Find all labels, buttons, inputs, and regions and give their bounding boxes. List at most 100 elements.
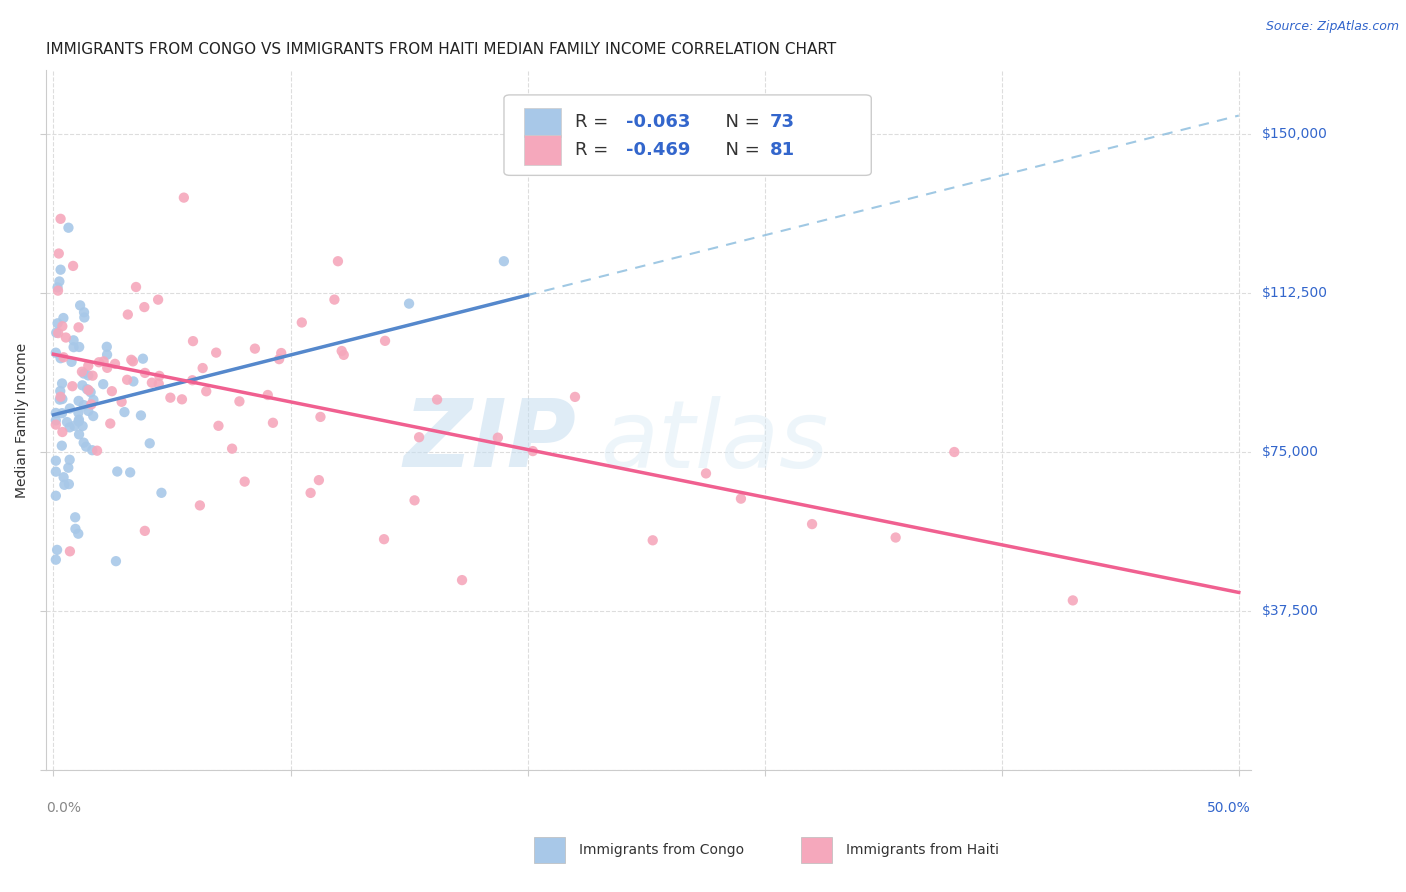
Point	[330, 343, 353, 358]
Point	[67, 427, 90, 442]
Point	[77, 404, 100, 418]
Point	[51, 376, 73, 391]
Point	[45, 489, 67, 503]
Text: ZIP: ZIP	[404, 395, 576, 487]
Point	[1062, 593, 1084, 607]
Point	[195, 384, 218, 399]
Point	[104, 357, 127, 371]
Point	[73, 310, 96, 325]
Point	[62, 259, 84, 273]
Point	[730, 491, 752, 506]
Point	[299, 486, 322, 500]
Point	[49, 351, 72, 366]
Point	[148, 368, 170, 383]
Text: $112,500: $112,500	[1261, 286, 1327, 300]
Point	[52, 470, 75, 484]
Point	[45, 413, 67, 427]
Point	[134, 524, 156, 538]
Point	[45, 326, 67, 340]
Point	[77, 359, 100, 373]
Point	[82, 392, 104, 407]
Point	[46, 316, 69, 330]
Point	[129, 409, 152, 423]
Point	[49, 392, 72, 407]
Point	[122, 375, 145, 389]
Point	[801, 517, 824, 532]
Text: IMMIGRANTS FROM CONGO VS IMMIGRANTS FROM HAITI MEDIAN FAMILY INCOME CORRELATION : IMMIGRANTS FROM CONGO VS IMMIGRANTS FROM…	[46, 42, 837, 57]
Point	[63, 510, 86, 524]
Point	[46, 284, 69, 298]
Point	[132, 351, 155, 366]
Point	[404, 493, 426, 508]
Text: Immigrants from Congo: Immigrants from Congo	[579, 843, 744, 857]
Point	[96, 348, 118, 362]
Point	[884, 531, 907, 545]
Text: $75,000: $75,000	[1261, 445, 1319, 459]
FancyBboxPatch shape	[524, 108, 561, 136]
Point	[256, 388, 278, 402]
Point	[134, 300, 156, 314]
Point	[51, 392, 73, 406]
Point	[269, 352, 291, 367]
Point	[67, 414, 90, 428]
Point	[45, 345, 67, 359]
Point	[45, 417, 67, 432]
Point	[58, 220, 80, 235]
Text: 81: 81	[770, 141, 796, 159]
Point	[76, 382, 98, 396]
Text: R =: R =	[575, 141, 614, 159]
Point	[233, 475, 256, 489]
Point	[60, 355, 83, 369]
Point	[52, 351, 75, 365]
Point	[67, 393, 90, 408]
Point	[67, 320, 90, 334]
Point	[49, 384, 72, 398]
Point	[51, 406, 73, 420]
Point	[79, 385, 101, 400]
Point	[48, 246, 70, 260]
Point	[205, 345, 228, 359]
Point	[73, 305, 96, 319]
FancyBboxPatch shape	[503, 95, 872, 176]
Point	[141, 376, 163, 390]
Point	[91, 377, 114, 392]
Point	[51, 425, 73, 439]
Point	[86, 443, 108, 458]
Point	[49, 262, 72, 277]
Point	[148, 376, 170, 391]
Point	[308, 473, 330, 487]
Text: -0.469: -0.469	[626, 141, 690, 159]
Point	[49, 211, 72, 226]
Point	[62, 334, 84, 348]
Text: atlas: atlas	[600, 396, 828, 487]
Point	[120, 352, 142, 367]
Point	[101, 384, 124, 399]
Point	[51, 439, 73, 453]
Point	[117, 308, 139, 322]
Point	[60, 379, 83, 393]
Text: $150,000: $150,000	[1261, 127, 1327, 141]
Point	[45, 552, 67, 566]
Point	[426, 392, 449, 407]
Point	[58, 460, 80, 475]
Text: -0.063: -0.063	[626, 113, 690, 131]
Point	[77, 368, 100, 383]
Point	[72, 378, 94, 392]
Text: N =: N =	[713, 141, 765, 159]
Point	[98, 417, 121, 431]
Point	[96, 360, 118, 375]
Point	[138, 436, 160, 450]
Text: R =: R =	[575, 113, 614, 131]
Point	[270, 346, 292, 360]
Point	[56, 415, 79, 429]
Point	[323, 293, 346, 307]
Point	[80, 397, 103, 411]
Point	[398, 296, 420, 310]
Point	[114, 405, 136, 419]
Point	[125, 280, 148, 294]
Point	[45, 465, 67, 479]
Point	[326, 254, 349, 268]
Point	[228, 394, 250, 409]
Point	[96, 340, 118, 354]
Point	[159, 391, 181, 405]
